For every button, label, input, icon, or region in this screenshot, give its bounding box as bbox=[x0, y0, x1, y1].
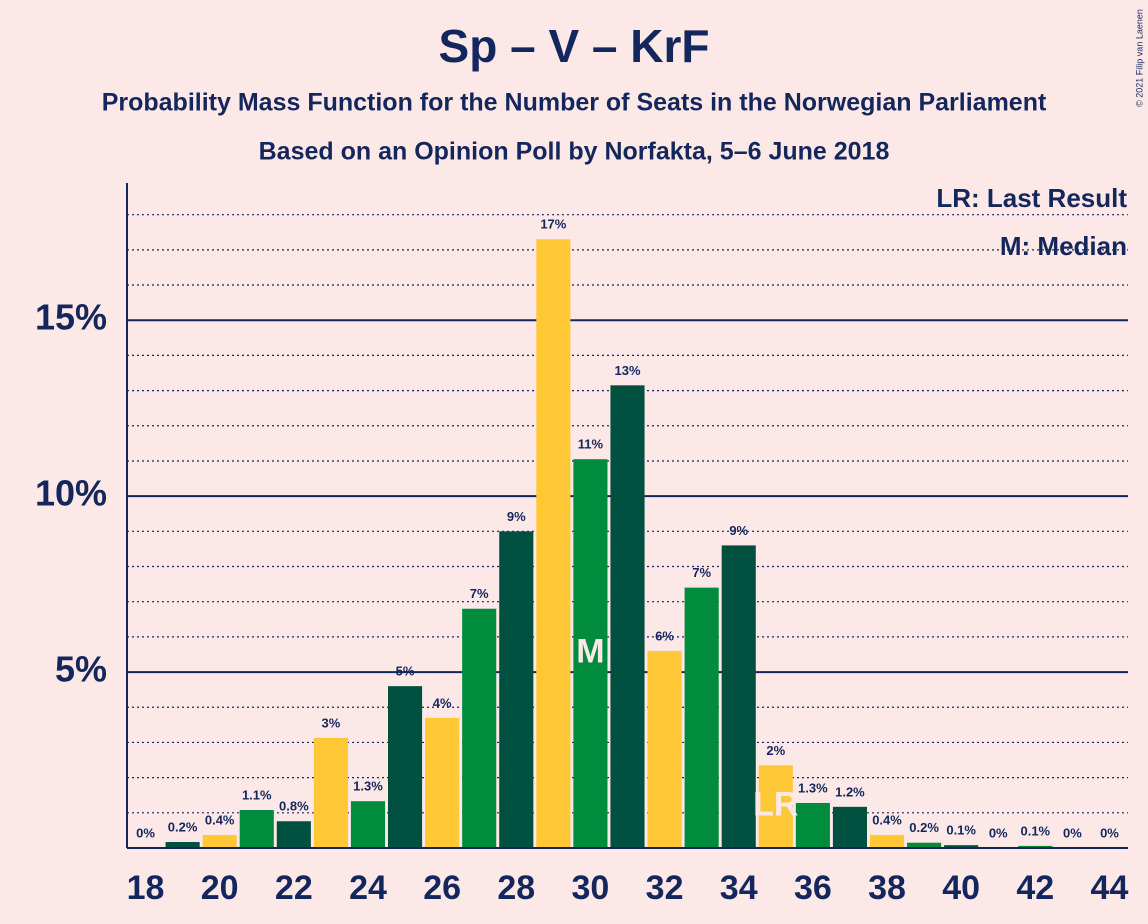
value-label: 1.2% bbox=[835, 784, 865, 799]
x-tick-label: 30 bbox=[572, 869, 610, 907]
bar bbox=[499, 531, 534, 848]
bar bbox=[425, 717, 460, 848]
value-label: 5% bbox=[396, 664, 415, 679]
value-label: 7% bbox=[470, 586, 489, 601]
y-tick-label: 10% bbox=[35, 473, 107, 514]
x-tick-label: 28 bbox=[497, 869, 535, 907]
legend-entry: M: Median bbox=[1000, 231, 1127, 261]
value-label: 17% bbox=[540, 217, 566, 232]
bar bbox=[462, 608, 497, 848]
value-label: 13% bbox=[614, 363, 640, 378]
y-tick-label: 15% bbox=[35, 297, 107, 338]
value-label: 0% bbox=[136, 825, 155, 840]
value-label: 0.8% bbox=[279, 799, 309, 814]
bar bbox=[165, 842, 200, 848]
bar bbox=[758, 765, 793, 848]
value-label: 9% bbox=[729, 523, 748, 538]
value-label: 0.1% bbox=[1020, 823, 1050, 838]
x-tick-label: 18 bbox=[127, 869, 165, 907]
value-label: 0.4% bbox=[205, 812, 235, 827]
bar bbox=[388, 686, 423, 848]
x-tick-label: 22 bbox=[275, 869, 313, 907]
bar bbox=[350, 801, 386, 848]
median-marker: M bbox=[576, 633, 604, 671]
bar bbox=[536, 239, 571, 849]
bar bbox=[647, 650, 682, 848]
bar bbox=[944, 845, 979, 848]
bar bbox=[832, 806, 867, 848]
x-tick-label: 34 bbox=[720, 869, 758, 907]
bar bbox=[573, 459, 608, 848]
value-label: 11% bbox=[578, 437, 604, 452]
value-label: 0.2% bbox=[168, 819, 198, 834]
bar bbox=[795, 802, 830, 848]
x-tick-label: 44 bbox=[1091, 869, 1129, 907]
value-label: 0.2% bbox=[909, 820, 939, 835]
value-label: 7% bbox=[692, 565, 711, 580]
y-tick-label: 5% bbox=[55, 649, 107, 690]
value-label: 0% bbox=[989, 825, 1008, 840]
x-tick-label: 24 bbox=[349, 869, 387, 907]
value-label: 0% bbox=[1063, 825, 1082, 840]
value-label: 9% bbox=[507, 509, 526, 524]
bar bbox=[202, 834, 237, 848]
chart-title: Sp – V – KrF bbox=[439, 20, 710, 72]
value-label: 4% bbox=[433, 695, 452, 710]
x-tick-label: 20 bbox=[201, 869, 239, 907]
bar bbox=[721, 545, 756, 848]
value-label: 2% bbox=[766, 743, 785, 758]
bar bbox=[276, 821, 311, 848]
value-label: 1.3% bbox=[798, 780, 828, 795]
bar bbox=[313, 737, 348, 848]
bar bbox=[610, 385, 645, 848]
legend-entry: LR: Last Result bbox=[936, 183, 1127, 213]
bar bbox=[239, 810, 274, 848]
value-label: 0.4% bbox=[872, 812, 902, 827]
copyright: © 2021 Filip van Laenen bbox=[1134, 9, 1144, 107]
chart-subtitle: Probability Mass Function for the Number… bbox=[102, 89, 1047, 117]
value-label: 0.1% bbox=[946, 823, 976, 838]
value-label: 0% bbox=[1100, 825, 1119, 840]
x-tick-label: 42 bbox=[1016, 869, 1054, 907]
last_result-marker: LR bbox=[753, 786, 798, 824]
value-label: 3% bbox=[322, 715, 341, 730]
x-tick-label: 38 bbox=[868, 869, 906, 907]
bar bbox=[907, 842, 942, 848]
value-label: 1.3% bbox=[353, 779, 383, 794]
x-tick-label: 36 bbox=[794, 869, 832, 907]
x-tick-label: 26 bbox=[423, 869, 461, 907]
chart-subtitle: Based on an Opinion Poll by Norfakta, 5–… bbox=[259, 138, 890, 166]
bar bbox=[869, 834, 905, 848]
value-label: 1.1% bbox=[242, 787, 272, 802]
bar bbox=[1018, 845, 1053, 848]
bar bbox=[684, 587, 719, 848]
x-tick-label: 32 bbox=[646, 869, 684, 907]
x-tick-label: 40 bbox=[942, 869, 980, 907]
value-label: 6% bbox=[655, 628, 674, 643]
